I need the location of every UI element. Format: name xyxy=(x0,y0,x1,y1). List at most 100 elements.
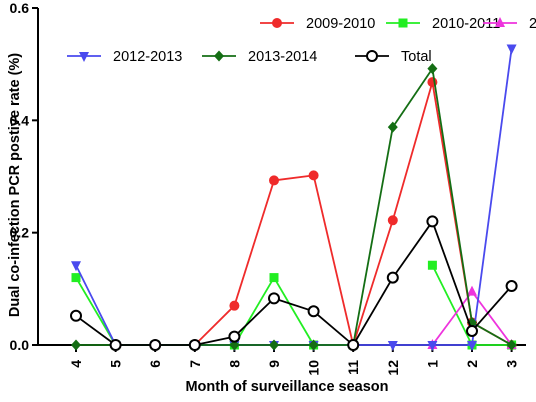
series-line-segment-2011-2012 xyxy=(431,291,473,346)
data-point-2009-2010 xyxy=(387,215,398,226)
series-line-segment-2013-2014 xyxy=(431,68,473,323)
data-point-2013-2014 xyxy=(427,63,438,75)
series-2009-2010 xyxy=(189,77,517,350)
data-point-2013-2014 xyxy=(71,339,81,351)
data-point-total xyxy=(505,280,518,293)
series-line-segment-2009-2010 xyxy=(194,305,236,346)
legend-label: 2013-2014 xyxy=(248,49,317,65)
legend-label: 2012-2013 xyxy=(113,49,182,65)
series-line-segment-2009-2010 xyxy=(391,81,434,221)
legend: 2009-2010 2010-2011 2011-2012 2012-2013 2013… xyxy=(67,16,536,65)
data-point-total xyxy=(307,305,320,318)
data-point-total xyxy=(466,324,478,337)
data-point-total xyxy=(426,215,439,228)
legend-item-2010-2011: 2010-2011 xyxy=(386,16,500,32)
data-point-2009-2010 xyxy=(229,300,240,311)
series-line-segment-total xyxy=(233,297,275,338)
data-point-2013-2014 xyxy=(387,121,398,133)
legend-swatch-marker xyxy=(79,52,89,62)
legend-item-2012-2013: 2012-2013 xyxy=(67,49,182,65)
series-line-segment-2013-2014 xyxy=(392,68,434,128)
data-point-2010-2011 xyxy=(269,273,279,283)
data-point-total xyxy=(109,339,122,351)
series-line-segment-total xyxy=(273,297,314,313)
data-point-total xyxy=(386,271,399,284)
data-point-2013-2014 xyxy=(229,339,240,351)
x-tick-label: 2 xyxy=(464,360,480,368)
series-line-segment-2012-2013 xyxy=(75,264,117,346)
series-line-segment-2010-2011 xyxy=(273,277,315,346)
series-layer xyxy=(70,44,518,351)
x-tick-label: 12 xyxy=(385,360,401,376)
series-line-segment-total xyxy=(313,310,354,346)
series-line-segment-2010-2011 xyxy=(75,277,117,346)
series-total xyxy=(70,215,518,351)
series-line-segment-2009-2010 xyxy=(233,180,275,306)
data-point-2009-2010 xyxy=(269,175,279,186)
series-line-segment-total xyxy=(75,315,117,346)
legend-swatch-marker xyxy=(398,18,408,28)
data-point-2010-2011 xyxy=(427,260,437,270)
series-line-segment-2013-2014 xyxy=(352,126,394,346)
legend-item-2009-2010: 2009-2010 xyxy=(260,16,375,32)
x-tick-label: 9 xyxy=(266,360,282,368)
x-tick-label: 6 xyxy=(147,360,163,368)
legend-label: 2010-2011 xyxy=(432,16,500,32)
data-point-2011-2012 xyxy=(467,285,477,296)
series-line-segment-2009-2010 xyxy=(273,174,314,182)
x-tick-label: 4 xyxy=(68,360,84,368)
legend-swatch-marker xyxy=(214,50,224,62)
data-point-2010-2011 xyxy=(71,273,81,283)
series-line-segment-2012-2013 xyxy=(471,48,513,346)
series-line-segment-2010-2011 xyxy=(431,264,473,346)
legend-label: 2009-2010 xyxy=(306,16,375,32)
series-line-segment-total xyxy=(194,335,235,346)
data-point-2009-2010 xyxy=(308,170,319,181)
legend-label: Total xyxy=(401,49,432,65)
series-line-segment-2009-2010 xyxy=(312,175,355,346)
legend-item-2013-2014: 2013-2014 xyxy=(202,49,317,65)
x-tick-label: 8 xyxy=(226,360,242,368)
data-point-2012-2013 xyxy=(71,261,81,272)
series-line-segment-total xyxy=(392,220,434,279)
y-tick-label: 0.2 xyxy=(10,225,30,241)
x-axis-title: Month of surveillance season xyxy=(185,379,388,395)
legend-label: 2011-2012 xyxy=(529,16,536,32)
series-2013-2014 xyxy=(71,63,517,351)
y-axis-title: Dual co-infection PCR postive rate (%) xyxy=(7,53,23,317)
legend-swatch-marker xyxy=(495,17,505,27)
data-point-total xyxy=(228,330,241,343)
data-point-2012-2013 xyxy=(506,44,517,55)
data-point-2013-2014 xyxy=(308,339,319,351)
data-point-total xyxy=(347,339,360,351)
y-tick-label: 0.4 xyxy=(10,112,30,128)
series-line-segment-2009-2010 xyxy=(352,220,394,346)
series-line-segment-2010-2011 xyxy=(233,277,275,346)
data-point-total xyxy=(149,339,162,351)
x-tick-label: 7 xyxy=(187,360,203,368)
y-tick-label: 0.6 xyxy=(10,0,30,16)
data-point-total xyxy=(70,309,82,322)
series-line-segment-total xyxy=(431,221,473,332)
legend-swatch-marker xyxy=(272,18,282,28)
x-tick-label: 11 xyxy=(345,360,361,375)
data-point-2012-2013 xyxy=(467,341,477,351)
data-point-2013-2014 xyxy=(506,339,517,351)
data-point-2013-2014 xyxy=(269,339,279,351)
x-tick-label: 5 xyxy=(108,360,124,368)
data-point-total xyxy=(268,292,280,305)
series-line-segment-2013-2014 xyxy=(471,321,513,346)
data-point-total xyxy=(188,339,201,351)
data-point-2012-2013 xyxy=(427,341,438,351)
series-line-segment-total xyxy=(471,285,513,332)
x-tick-label: 3 xyxy=(504,360,520,368)
series-line-segment-total xyxy=(352,277,394,346)
legend-item-total: Total xyxy=(355,49,432,65)
legend-swatch-marker xyxy=(366,50,378,62)
y-tick-label: 0.0 xyxy=(10,337,30,353)
x-tick-label: 10 xyxy=(306,360,322,376)
legend-item-2011-2012: 2011-2012 xyxy=(483,16,536,32)
data-point-2012-2013 xyxy=(387,341,398,351)
